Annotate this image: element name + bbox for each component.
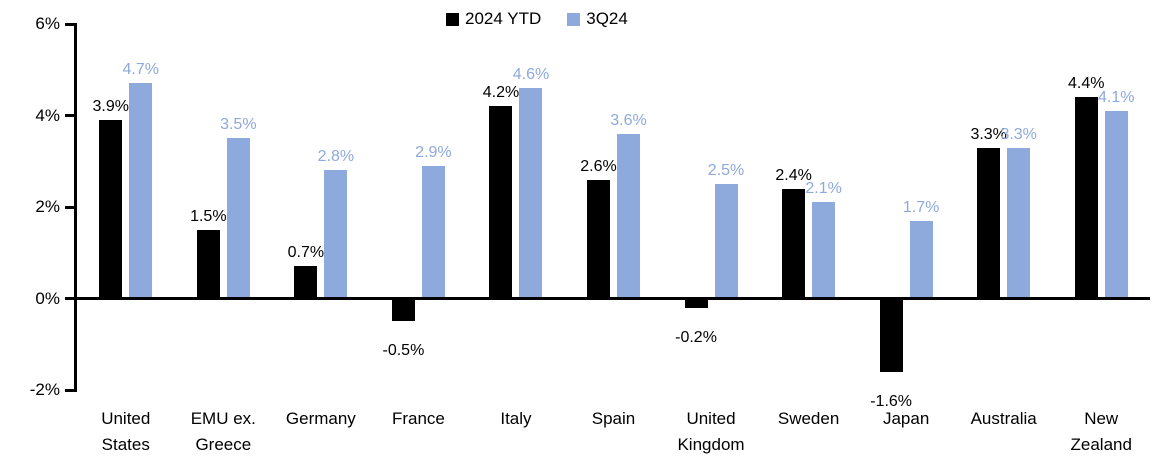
bar-value-label: 3.3% xyxy=(970,125,1007,143)
y-axis-tick-label: 2% xyxy=(35,197,60,216)
x-axis-line xyxy=(74,297,1150,300)
bar-value-label: 3.3% xyxy=(1000,125,1037,143)
bar-2024-ytd xyxy=(99,120,123,299)
legend-swatch-3q24 xyxy=(567,12,581,26)
y-axis-tick-label: 4% xyxy=(35,105,60,125)
bar-3q24 xyxy=(421,165,445,299)
bar-value-label: 4.2% xyxy=(482,84,520,102)
x-axis-category-label: Australia xyxy=(970,409,1037,428)
x-axis-category-label: Sweden xyxy=(777,409,840,428)
bar-3q24 xyxy=(812,202,836,299)
bar-value-label: 4.4% xyxy=(1067,75,1105,93)
bar-value-label: 2.9% xyxy=(415,143,452,161)
bar-value-label: 2.5% xyxy=(707,162,745,180)
legend-swatch-2024-ytd xyxy=(446,12,459,26)
legend-label-2024-ytd: 2024 YTD xyxy=(465,9,542,28)
x-axis-category-label: United States xyxy=(101,409,151,454)
x-axis-category-label: France xyxy=(391,409,445,428)
bar-3q24 xyxy=(226,138,250,299)
bar-value-label: 4.6% xyxy=(512,66,550,84)
x-axis-category-label: New Zealand xyxy=(1070,409,1132,454)
legend-item-3q24: 3Q24 xyxy=(567,9,628,29)
bar-2024-ytd xyxy=(391,298,415,322)
bar-value-label: 2.1% xyxy=(805,180,842,198)
bar-3q24 xyxy=(519,88,543,299)
x-axis-category-label: Spain xyxy=(591,409,636,428)
bar-3q24 xyxy=(714,184,738,299)
legend-item-2024-ytd: 2024 YTD xyxy=(446,9,541,29)
y-axis-tick-label: 6% xyxy=(35,14,60,33)
bar-value-label: 1.5% xyxy=(190,207,227,225)
legend: 2024 YTD 3Q24 xyxy=(446,9,628,29)
bar-value-label: -0.5% xyxy=(382,342,425,360)
bar-value-label: 2.8% xyxy=(317,148,355,166)
bar-value-label: 3.5% xyxy=(220,116,257,134)
legend-label-3q24: 3Q24 xyxy=(586,9,628,28)
x-axis-category-label: Germany xyxy=(285,409,356,428)
bar-3q24 xyxy=(617,133,640,299)
y-axis-tick-mark xyxy=(65,297,74,300)
bar-3q24 xyxy=(1104,110,1128,299)
bar-value-label: 3.9% xyxy=(92,98,129,116)
bar-3q24 xyxy=(1007,147,1031,299)
bar-value-label: -1.6% xyxy=(870,392,913,410)
bar-value-label: 2.6% xyxy=(580,157,617,175)
y-axis-tick-mark xyxy=(65,22,74,26)
bar-2024-ytd xyxy=(489,106,513,299)
bar-3q24 xyxy=(129,83,153,299)
bar-value-label: 0.7% xyxy=(287,244,325,262)
x-axis-category-label: United Kingdom xyxy=(677,409,745,454)
bar-value-label: 4.1% xyxy=(1097,88,1135,106)
bar-value-label: 4.7% xyxy=(122,61,159,79)
bar-2024-ytd xyxy=(977,147,1001,299)
y-axis-tick-label: -2% xyxy=(29,380,60,399)
bar-2024-ytd xyxy=(587,179,610,299)
y-axis-tick-label: 0% xyxy=(35,288,60,308)
bar-value-label: -0.2% xyxy=(675,328,717,346)
x-axis-category-label: EMU ex. Greece xyxy=(190,409,256,454)
x-axis-category-label: Italy xyxy=(500,409,532,428)
bar-2024-ytd xyxy=(1074,97,1098,299)
bar-value-label: 1.7% xyxy=(902,198,940,216)
bar-3q24 xyxy=(909,220,933,299)
bar-2024-ytd xyxy=(879,298,903,372)
bar-3q24 xyxy=(324,170,348,299)
y-axis-tick-mark xyxy=(65,388,74,392)
bar-2024-ytd xyxy=(782,188,806,299)
y-axis-tick-mark xyxy=(65,205,74,209)
bar-2024-ytd xyxy=(684,298,708,308)
bar-2024-ytd xyxy=(196,229,220,299)
bar-value-label: 3.6% xyxy=(610,111,647,129)
y-axis-tick-mark xyxy=(65,114,74,117)
bar-value-label: 2.4% xyxy=(775,166,812,184)
bar-2024-ytd xyxy=(294,266,318,299)
y-axis-line xyxy=(74,22,77,392)
x-axis-category-label: Japan xyxy=(882,409,930,428)
